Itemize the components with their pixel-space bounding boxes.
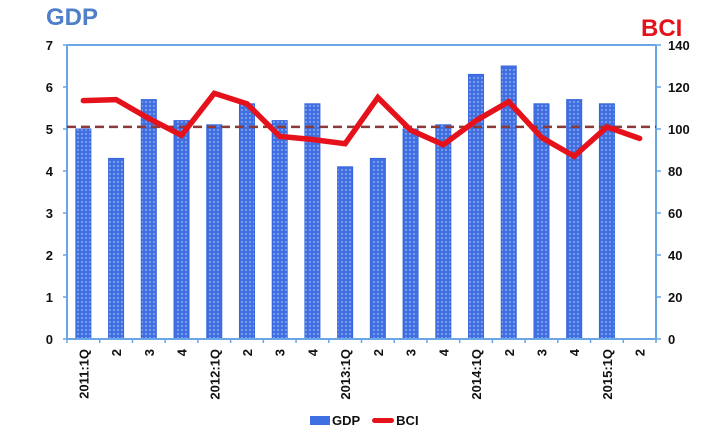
legend-bci-label: BCI [396, 413, 419, 428]
gdp-bar [402, 128, 419, 340]
x-tick-label: 2015:1Q [600, 349, 615, 400]
right-axis-title: BCI [641, 15, 683, 42]
gdp-bar [369, 157, 386, 340]
legend-gdp-swatch [310, 416, 330, 425]
gdp-bar [468, 73, 485, 340]
x-tick-label: 2 [240, 349, 255, 356]
left-tick-label: 1 [46, 290, 53, 305]
right-tick-label: 100 [668, 122, 690, 137]
gdp-bar [337, 166, 354, 340]
x-tick-label: 2012:1Q [207, 349, 222, 400]
left-axis-title: GDP [46, 4, 99, 31]
x-tick-label: 3 [273, 349, 288, 356]
right-tick-label: 0 [668, 332, 675, 347]
x-tick-label: 2014:1Q [469, 349, 484, 400]
x-tick-label: 2 [502, 349, 517, 356]
x-tick-label: 4 [305, 348, 320, 356]
left-tick-label: 2 [46, 248, 53, 263]
gdp-bar [206, 124, 223, 340]
right-tick-label: 40 [668, 248, 682, 263]
x-tick-label: 3 [404, 349, 419, 356]
x-tick-label: 4 [436, 348, 451, 356]
left-tick-label: 3 [46, 206, 53, 221]
legend: GDP BCI [310, 413, 419, 428]
gdp-bar [238, 103, 255, 340]
gdp-bar [75, 128, 92, 340]
x-tick-label: 2011:1Q [76, 349, 91, 399]
x-tick-label: 3 [142, 349, 157, 356]
x-tick-label: 2 [633, 349, 648, 356]
gdp-bar [271, 120, 288, 340]
x-tick-label: 2013:1Q [338, 349, 353, 400]
gdp-bar [435, 124, 452, 340]
left-tick-label: 6 [46, 80, 53, 95]
gdp-bars [75, 65, 615, 340]
axis-labels: 0 1 2 3 4 5 6 7 0 20 40 60 80 100 120 140 2011:1Q 2 3 4 2012… [46, 38, 690, 400]
right-tick-label: 20 [668, 290, 682, 305]
x-tick-label: 4 [175, 348, 190, 356]
right-tick-label: 120 [668, 80, 690, 95]
right-tick-label: 60 [668, 206, 682, 221]
legend-bci-swatch [372, 418, 395, 423]
x-tick-label: 3 [534, 349, 549, 356]
axes [63, 44, 661, 343]
right-tick-label: 140 [668, 38, 690, 53]
bci-line [80, 90, 643, 160]
left-tick-label: 5 [46, 122, 53, 137]
gdp-bar [108, 157, 125, 340]
right-tick-label: 80 [668, 164, 682, 179]
x-tick-label: 2 [371, 349, 386, 356]
gdp-bar [566, 99, 583, 340]
x-tick-label: 2 [109, 349, 124, 356]
gdp-bar [598, 103, 615, 340]
x-tick-label: 4 [567, 348, 582, 356]
gdp-bar [140, 99, 157, 340]
gdp-bar [173, 120, 190, 340]
left-tick-label: 0 [46, 332, 53, 347]
legend-gdp-label: GDP [332, 413, 361, 428]
left-tick-label: 4 [46, 164, 54, 179]
left-tick-label: 7 [46, 38, 53, 53]
